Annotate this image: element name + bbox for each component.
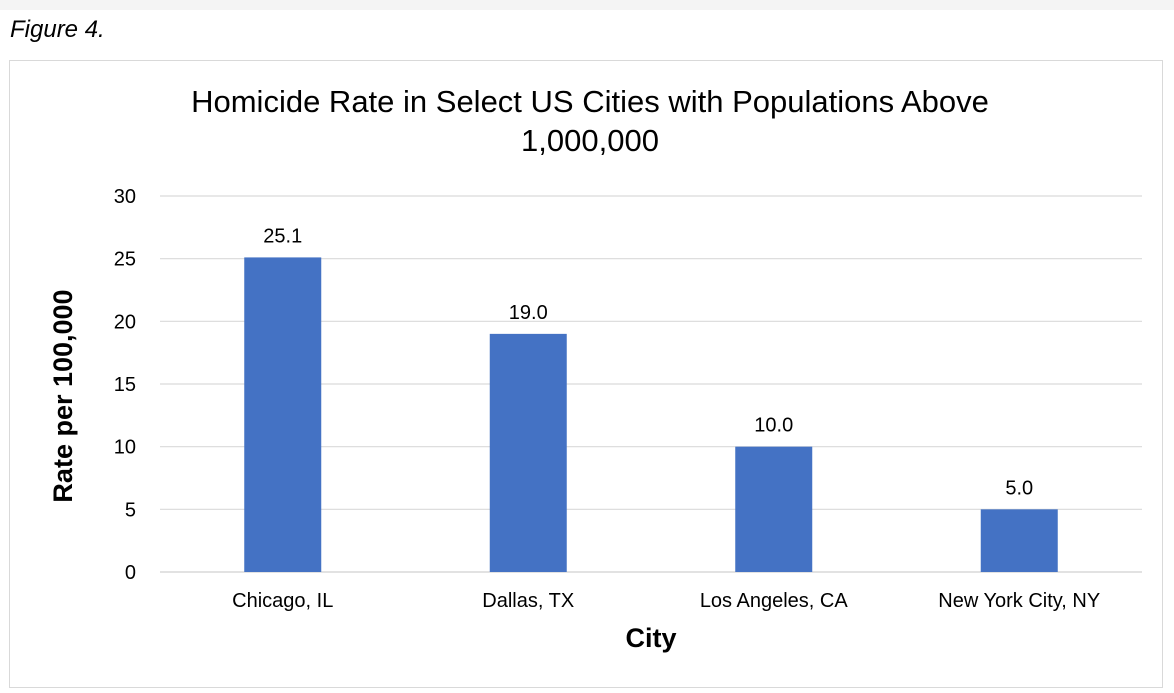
data-label: 19.0 xyxy=(509,302,548,324)
data-label: 5.0 xyxy=(1005,477,1033,499)
chart-title-line-2: 1,000,000 xyxy=(521,123,659,158)
y-tick-label: 10 xyxy=(114,437,136,459)
category-label: Chicago, IL xyxy=(232,590,333,612)
gridlines xyxy=(160,195,1142,573)
y-tick-label: 15 xyxy=(114,374,136,396)
bar xyxy=(735,446,813,572)
top-strip xyxy=(0,0,1174,10)
y-axis-title: Rate per 100,000 xyxy=(48,289,78,502)
figure-label: Figure 4. xyxy=(10,16,105,43)
category-label: Dallas, TX xyxy=(482,590,574,612)
data-labels: 25.1 19.0 10.0 5.0 xyxy=(263,225,1033,499)
bar xyxy=(980,509,1058,572)
bars xyxy=(244,257,1058,572)
y-tick-label: 0 xyxy=(125,562,136,584)
category-label: Los Angeles, CA xyxy=(700,590,849,612)
data-label: 10.0 xyxy=(754,415,793,437)
y-tick-label: 5 xyxy=(125,499,136,521)
bar xyxy=(489,333,567,572)
chart-title-line-1: Homicide Rate in Select US Cities with P… xyxy=(191,84,989,119)
x-axis-title: City xyxy=(625,623,676,653)
chart-frame xyxy=(9,60,1163,688)
y-tick-labels: 0 5 10 15 20 25 30 xyxy=(114,186,136,584)
data-label: 25.1 xyxy=(263,225,302,247)
category-labels: Chicago, IL Dallas, TX Los Angeles, CA New … xyxy=(232,590,1100,612)
category-label: New York City, NY xyxy=(938,590,1100,612)
y-tick-label: 25 xyxy=(114,249,136,271)
y-tick-label: 30 xyxy=(114,186,136,208)
bar xyxy=(244,257,322,572)
y-tick-label: 20 xyxy=(114,311,136,333)
